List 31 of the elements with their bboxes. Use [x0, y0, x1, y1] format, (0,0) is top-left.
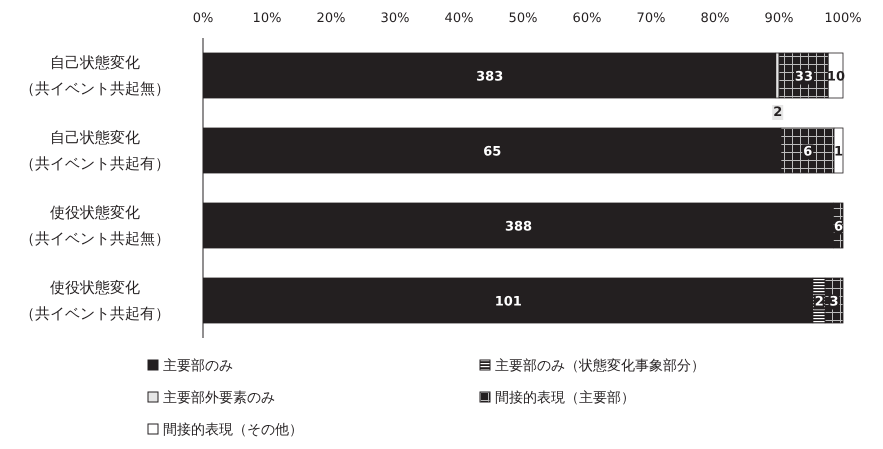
x-tick-label: 70% [636, 11, 666, 26]
x-tick-label: 100% [824, 11, 862, 26]
legend-label: 主要部外要素のみ [163, 390, 275, 406]
legend-label: 主要部のみ [163, 358, 233, 374]
annotation: 3 [830, 294, 839, 310]
legend-label: 間接的表現（主要部） [495, 390, 635, 406]
x-tick-label: 20% [316, 11, 346, 26]
x-tick-label: 80% [700, 11, 730, 26]
annotation: 388 [504, 220, 532, 234]
annotation: 2 [773, 105, 782, 120]
annotation: 383 [476, 70, 504, 84]
annotation: 6 [803, 144, 812, 160]
annotation: 1 [834, 144, 844, 160]
annotation: 33 [794, 70, 814, 84]
y-tick-label: 使役状態変化（共イベント共起有） [20, 278, 170, 322]
y-tick-label: 使役状態変化（共イベント共起無） [20, 204, 170, 248]
annotation: 2 [814, 294, 824, 310]
y-tick-label: 自己状態変化（共イベント共起有） [20, 128, 170, 172]
x-tick-label: 60% [572, 11, 602, 26]
x-tick-label: 90% [764, 11, 794, 26]
annotation: 6 [834, 220, 844, 234]
annotation: 65 [483, 144, 502, 160]
x-tick-label: 30% [380, 11, 410, 26]
x-tick-label: 10% [252, 11, 282, 26]
annotation: 101 [494, 294, 522, 310]
y-tick-label: 自己状態変化（共イベント共起無） [20, 54, 170, 98]
x-tick-label: 40% [444, 11, 474, 26]
x-tick-label: 50% [508, 11, 538, 26]
legend-label: 間接的表現（その他） [163, 422, 303, 438]
legend-label: 主要部のみ（状態変化事象部分） [495, 358, 705, 374]
x-tick-label: 0% [192, 11, 214, 26]
